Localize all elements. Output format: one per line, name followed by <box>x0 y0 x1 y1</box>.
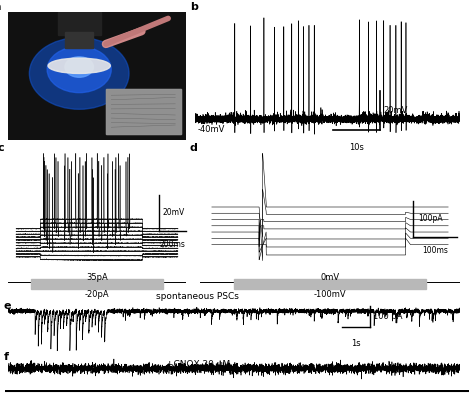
Bar <box>106 89 181 134</box>
Text: 1s: 1s <box>351 339 360 348</box>
Bar <box>65 33 93 48</box>
Text: +CNQX 20 μM: +CNQX 20 μM <box>166 360 230 369</box>
Text: 100pA: 100pA <box>419 214 443 223</box>
Circle shape <box>47 46 111 93</box>
Text: 100ms: 100ms <box>422 246 448 255</box>
Text: -100mV: -100mV <box>314 289 346 299</box>
Bar <box>31 279 163 289</box>
Circle shape <box>29 38 129 109</box>
Text: -20pA: -20pA <box>85 289 109 299</box>
Text: c: c <box>0 143 4 153</box>
Text: b: b <box>190 2 198 12</box>
Bar <box>234 279 426 289</box>
Text: e: e <box>3 301 11 311</box>
Ellipse shape <box>48 58 110 73</box>
Text: 20mV: 20mV <box>383 106 408 115</box>
Text: 20mV: 20mV <box>163 208 185 218</box>
Text: 200ms: 200ms <box>160 240 186 249</box>
Text: d: d <box>190 143 198 153</box>
Text: 35pA: 35pA <box>86 273 108 282</box>
Text: spontaneous PSCs: spontaneous PSCs <box>156 292 239 301</box>
Circle shape <box>65 57 93 77</box>
Text: f: f <box>3 353 9 362</box>
Bar <box>58 12 100 35</box>
Text: 10s: 10s <box>349 143 364 152</box>
Text: 100 pA: 100 pA <box>373 312 403 321</box>
Text: 0mV: 0mV <box>320 273 339 282</box>
Text: a: a <box>0 2 1 12</box>
Bar <box>106 89 181 134</box>
Text: -40mV: -40mV <box>198 125 225 134</box>
